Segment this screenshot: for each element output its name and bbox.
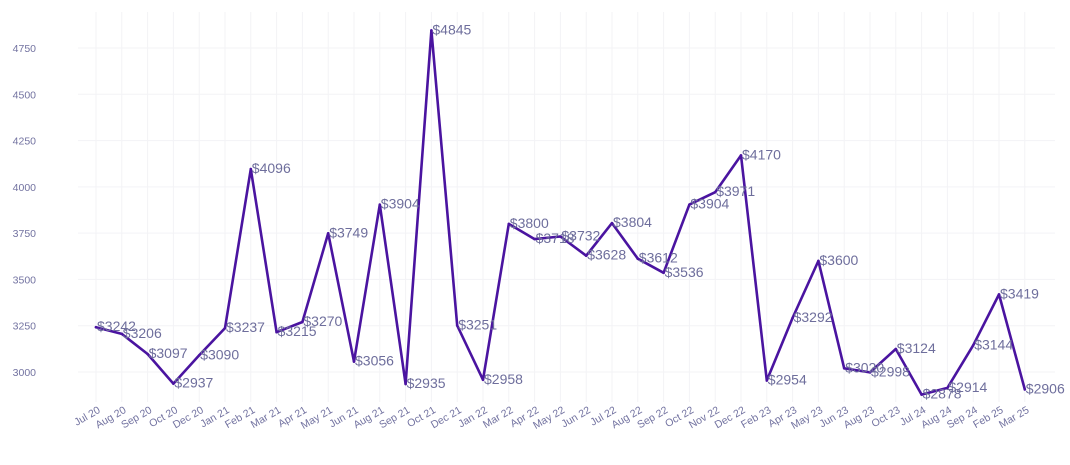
data-point (868, 371, 872, 374)
data-label: $2935 (407, 375, 446, 391)
data-label: $3056 (355, 353, 394, 369)
data-point (636, 257, 640, 260)
data-label: $3292 (794, 309, 833, 325)
data-point (197, 354, 201, 357)
data-point (1023, 388, 1027, 391)
data-point (172, 382, 175, 385)
x-tick-label: Jun 22 (559, 404, 592, 430)
data-label: $4170 (742, 146, 781, 162)
data-point (326, 232, 330, 235)
data-point (946, 386, 949, 390)
data-label: $3419 (1000, 285, 1039, 301)
data-label: $3536 (665, 264, 704, 280)
data-point (301, 320, 304, 324)
data-point (481, 378, 485, 382)
data-label: $3097 (149, 345, 188, 361)
data-label: $2958 (484, 371, 523, 387)
data-label: $3904 (381, 196, 420, 212)
y-tick-label: 3750 (13, 228, 37, 240)
data-point (404, 382, 407, 386)
data-point (817, 259, 820, 263)
data-label: $2998 (871, 363, 910, 379)
y-tick-label: 4500 (13, 89, 37, 101)
data-label: $3732 (561, 227, 600, 243)
data-label: $3237 (226, 319, 265, 335)
data-label: $3628 (587, 247, 626, 263)
data-label: $3612 (639, 250, 678, 266)
data-label: $3600 (819, 252, 858, 268)
data-point (920, 393, 923, 396)
data-label: $3749 (329, 224, 368, 240)
y-tick-label: 3500 (13, 274, 37, 286)
data-point (662, 271, 665, 275)
data-point (765, 379, 769, 382)
data-point (275, 330, 278, 334)
data-point (378, 203, 382, 206)
data-point (249, 167, 253, 171)
data-label: $3206 (123, 325, 162, 341)
data-label: $3270 (303, 313, 342, 329)
y-tick-label: 4250 (13, 136, 37, 148)
data-label: $2914 (948, 379, 987, 395)
data-labels: $3242$3206 $3097 $2937 $3090 $3237 $4096 $3215… (94, 21, 1065, 402)
data-point (739, 154, 743, 157)
data-point (120, 332, 124, 336)
x-tick-label: Oct 23 (870, 404, 903, 430)
y-tick-label: 3000 (13, 367, 37, 379)
data-label: $3800 (510, 215, 549, 231)
data-label: $3971 (716, 183, 755, 199)
data-point (971, 344, 975, 347)
y-tick-label: 4750 (13, 43, 37, 55)
x-tick-label: Mar 25 (997, 404, 1031, 431)
data-point (584, 254, 588, 258)
data-label: $3124 (897, 340, 936, 356)
data-point (559, 235, 562, 238)
data-point (791, 316, 794, 320)
data-label: $3804 (613, 214, 652, 230)
data-label: $3251 (458, 317, 497, 333)
data-point (533, 237, 536, 241)
data-point (713, 190, 717, 194)
data-point (430, 29, 433, 32)
data-point (94, 325, 98, 329)
data-point (842, 366, 846, 370)
data-label: $2954 (768, 372, 807, 388)
y-tick-label: 3250 (13, 321, 37, 333)
data-point (223, 326, 227, 330)
data-point (894, 347, 898, 351)
data-label: $3020 (845, 359, 884, 375)
y-tick-label: 4000 (13, 182, 37, 194)
data-point (455, 324, 459, 327)
data-label: $2937 (174, 375, 213, 391)
data-label: $3144 (974, 336, 1013, 352)
data-point (146, 352, 149, 356)
data-point (997, 293, 1001, 296)
y-axis: 3000 3250 3500 3750 4000 4250 4500 4750 (13, 43, 37, 379)
data-point (507, 222, 511, 226)
data-point (688, 203, 691, 206)
data-label: $3718 (536, 230, 575, 246)
data-point (352, 360, 356, 363)
data-point (610, 221, 614, 225)
data-label: $2878 (923, 386, 962, 402)
data-label: $4845 (432, 21, 471, 37)
data-label: $3242 (97, 318, 136, 334)
data-label: $3215 (278, 323, 317, 339)
data-label: $3904 (690, 196, 729, 212)
data-label: $2906 (1026, 380, 1065, 396)
grid (78, 12, 1055, 402)
data-label: $4096 (252, 160, 291, 176)
data-label: $3090 (200, 346, 239, 362)
